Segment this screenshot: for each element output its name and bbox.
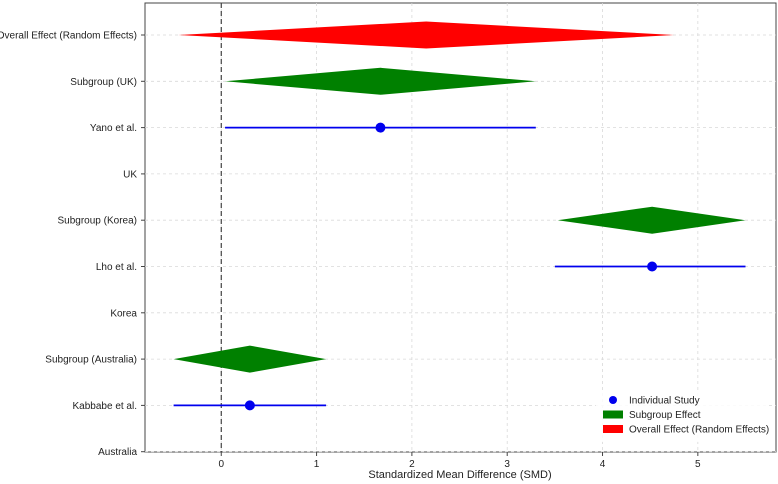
legend-subgroup-swatch (603, 410, 623, 419)
y-tick-label: Korea (110, 308, 137, 319)
study-point (647, 261, 658, 272)
overall-diamond (178, 21, 675, 49)
legend: Individual Study Subgroup Effect Overall E… (596, 392, 769, 442)
legend-study-swatch (609, 396, 617, 404)
legend-label: Subgroup Effect (629, 410, 701, 421)
subgroup-diamond (173, 345, 327, 373)
x-tick-label: 0 (218, 459, 224, 470)
legend-label: Overall Effect (Random Effects) (629, 425, 769, 436)
subgroup-diamond (225, 67, 536, 95)
y-tick-label: Overall Effect (Random Effects) (0, 31, 137, 42)
legend-background (596, 392, 768, 442)
y-tick-labels: Overall Effect (Random Effects) Subgroup … (0, 31, 145, 458)
y-tick-label: Subgroup (Korea) (58, 216, 138, 227)
x-tick-labels: 0 1 2 3 4 5 (218, 452, 701, 470)
subgroup-diamond (557, 206, 746, 234)
y-tick-label: Yano et al. (90, 123, 137, 134)
marks-layer (173, 21, 746, 411)
x-tick-label: 3 (504, 459, 510, 470)
x-tick-label: 5 (695, 459, 701, 470)
y-tick-label: Subgroup (Australia) (45, 355, 137, 366)
y-tick-label: UK (123, 169, 137, 180)
y-tick-label: Subgroup (UK) (70, 77, 137, 88)
x-tick-label: 2 (409, 459, 415, 470)
x-axis-title: Standardized Mean Difference (SMD) (368, 469, 551, 481)
legend-overall-swatch (603, 425, 623, 433)
x-tick-label: 4 (600, 459, 606, 470)
legend-label: Individual Study (629, 396, 700, 407)
y-tick-label: Kabbabe et al. (73, 401, 138, 412)
y-tick-label: Lho et al. (96, 262, 137, 273)
y-tick-label: Australia (98, 447, 137, 458)
study-point (244, 400, 255, 411)
x-tick-label: 1 (314, 459, 320, 470)
study-point (375, 122, 386, 133)
